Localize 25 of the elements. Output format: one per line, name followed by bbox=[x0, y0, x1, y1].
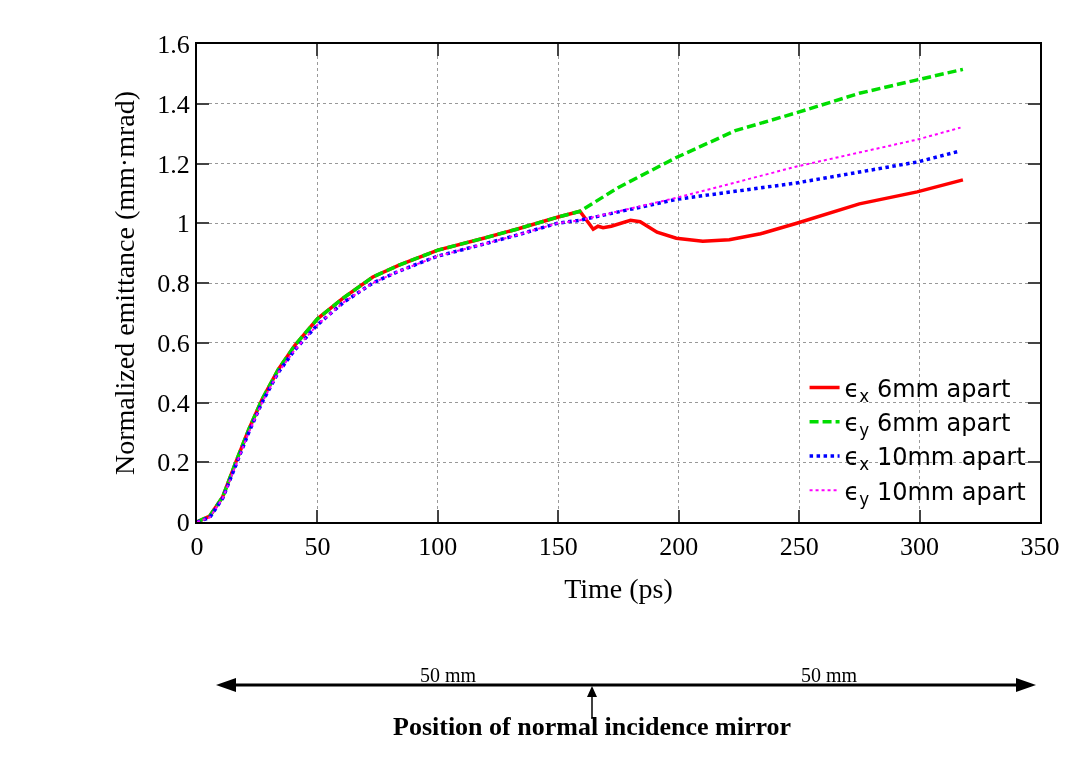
x-tick-label: 350 bbox=[1020, 532, 1060, 562]
x-tick-label: 150 bbox=[538, 532, 578, 562]
y-tick-label: 0.2 bbox=[157, 448, 190, 478]
text: 50 mm bbox=[420, 664, 477, 686]
text: 50 mm bbox=[801, 664, 858, 686]
legend-label: ϵ$_{y}$ 10mm apart bbox=[844, 477, 1026, 509]
legend-label: ϵ$_{y}$ 6mm apart bbox=[844, 409, 1011, 441]
y-tick-label: 0 bbox=[176, 508, 190, 538]
x-tick-label: 50 bbox=[304, 532, 331, 562]
x-tick-label: 200 bbox=[659, 532, 699, 562]
x-tick-label: 300 bbox=[900, 532, 940, 562]
x-tick-label: 100 bbox=[418, 532, 458, 562]
legend-label: ϵ$_{x}$ 10mm apart bbox=[844, 443, 1026, 475]
y-tick-label: 1.6 bbox=[157, 30, 190, 60]
x-axis-title: Time (ps) bbox=[564, 572, 673, 604]
y-tick-label: 1.4 bbox=[157, 89, 190, 119]
y-tick-label: 0.6 bbox=[157, 328, 190, 358]
x-tick-label: 250 bbox=[779, 532, 819, 562]
y-tick-label: 1 bbox=[176, 209, 190, 239]
y-tick-label: 0.8 bbox=[157, 269, 190, 299]
text: Position of normal incidence mirror bbox=[393, 712, 792, 741]
y-tick-label: 1.2 bbox=[157, 149, 190, 179]
y-axis-title: Normalized emittance (mm·mrad) bbox=[109, 90, 141, 476]
legend-label: ϵ$_{x}$ 6mm apart bbox=[844, 374, 1011, 406]
y-tick-label: 0.4 bbox=[157, 388, 190, 418]
